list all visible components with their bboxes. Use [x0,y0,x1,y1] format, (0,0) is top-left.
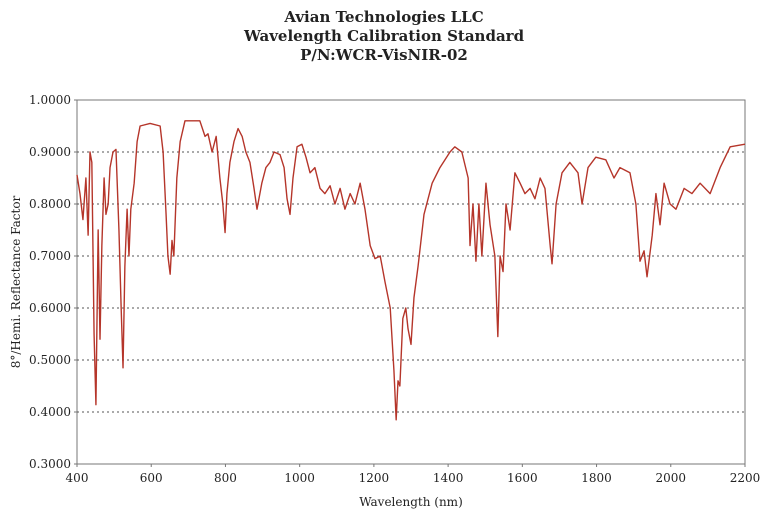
data-line [76,120,746,421]
x-tick-label: 1000 [284,471,315,485]
y-tick-label: 1.0000 [29,93,71,107]
x-tick-label: 1400 [433,471,464,485]
y-tick-label: 0.9000 [29,145,71,159]
x-tick-label: 1800 [581,471,612,485]
plot-frame [76,99,746,465]
x-tick-label: 400 [66,471,89,485]
chart-title: P/N:WCR-VisNIR-02 [300,46,468,64]
y-tick-label: 0.8000 [29,197,71,211]
x-tick-label: 2200 [730,471,761,485]
x-tick-label: 800 [214,471,237,485]
chart-title: Wavelength Calibration Standard [243,27,525,45]
y-axis-label: 8°/Hemi. Reflectance Factor [9,195,23,368]
x-tick-label: 600 [140,471,163,485]
y-tick-label: 0.3000 [29,457,71,471]
x-tick-label: 1600 [507,471,538,485]
y-tick-label: 0.5000 [29,353,71,367]
chart-title: Avian Technologies LLC [283,8,483,26]
x-axis-label: Wavelength (nm) [359,495,463,509]
y-tick-label: 0.6000 [29,301,71,315]
y-tick-label: 0.7000 [29,249,71,263]
y-tick-label: 0.4000 [29,405,71,419]
x-tick-label: 2000 [656,471,687,485]
x-tick-label: 1200 [359,471,390,485]
